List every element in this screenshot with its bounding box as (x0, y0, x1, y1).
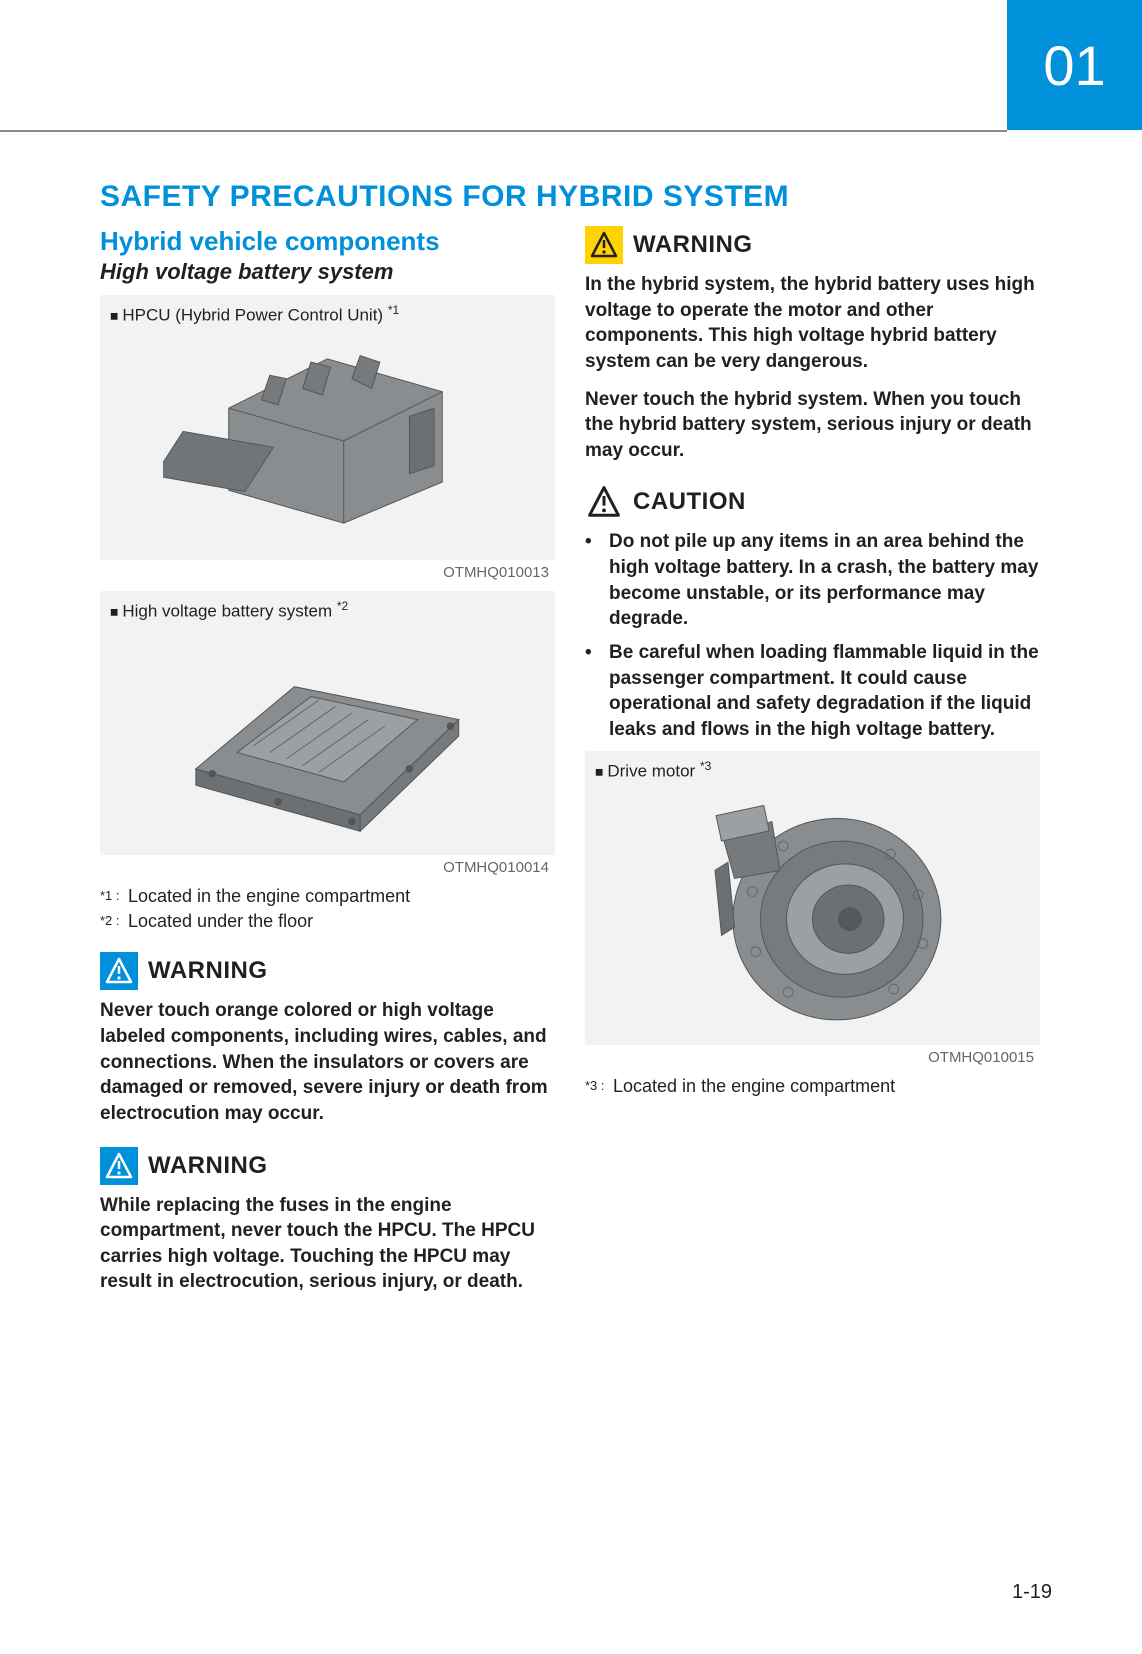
left-column: Hybrid vehicle components High voltage b… (100, 226, 555, 1307)
page-number: 1-19 (1012, 1581, 1052, 1604)
caution-item-2: •Be careful when loading flammable liqui… (585, 640, 1040, 743)
subtitle-components: Hybrid vehicle components (100, 226, 555, 257)
warning-icon (100, 1147, 138, 1185)
subtitle-battery: High voltage battery system (100, 259, 555, 285)
warning-1-body: Never touch orange colored or high volta… (100, 998, 555, 1126)
figure-motor-code: OTMHQ010015 (585, 1049, 1040, 1066)
warning-3-body-2: Never touch the hybrid system. When you … (585, 387, 1040, 464)
warning-icon (585, 226, 623, 264)
warning-3-header: WARNING (585, 226, 1040, 264)
page-content: SAFETY PRECAUTIONS FOR HYBRID SYSTEM Hyb… (100, 180, 1040, 1307)
main-title: SAFETY PRECAUTIONS FOR HYBRID SYSTEM (100, 180, 1040, 214)
header-rule (0, 130, 1007, 132)
right-column: WARNING In the hybrid system, the hybrid… (585, 226, 1040, 1307)
footnote-1: *1 : Located in the engine compartment (100, 886, 555, 907)
warning-1-title: WARNING (148, 957, 268, 985)
caution-header: CAUTION (585, 483, 1040, 521)
warning-1-header: WARNING (100, 952, 555, 990)
figure-hpcu-image (110, 326, 545, 556)
figure-motor: ■ Drive motor *3 (585, 751, 1040, 1046)
warning-3-title: WARNING (633, 231, 753, 259)
figure-hpcu: ■ HPCU (Hybrid Power Control Unit) *1 (100, 295, 555, 560)
warning-2-body: While replacing the fuses in the engine … (100, 1193, 555, 1296)
caution-title: CAUTION (633, 488, 746, 516)
caution-item-1: •Do not pile up any items in an area beh… (585, 529, 1040, 632)
figure-motor-image (595, 781, 1030, 1041)
figure-hpcu-label: ■ HPCU (Hybrid Power Control Unit) *1 (110, 303, 545, 326)
figure-hpcu-code: OTMHQ010013 (100, 564, 555, 581)
warning-icon (100, 952, 138, 990)
warning-2-title: WARNING (148, 1152, 268, 1180)
figure-battery: ■ High voltage battery system *2 (100, 591, 555, 856)
warning-3-body-1: In the hybrid system, the hybrid battery… (585, 272, 1040, 375)
footnote-2: *2 : Located under the floor (100, 911, 555, 932)
figure-battery-label: ■ High voltage battery system *2 (110, 599, 545, 622)
warning-2-header: WARNING (100, 1147, 555, 1185)
footnote-3: *3 : Located in the engine compartment (585, 1076, 1040, 1097)
chapter-tab: 01 (1007, 0, 1142, 130)
figure-battery-image (110, 621, 545, 851)
caution-icon (585, 483, 623, 521)
figure-motor-label: ■ Drive motor *3 (595, 759, 1030, 782)
figure-battery-code: OTMHQ010014 (100, 859, 555, 876)
caution-list: •Do not pile up any items in an area beh… (585, 529, 1040, 742)
